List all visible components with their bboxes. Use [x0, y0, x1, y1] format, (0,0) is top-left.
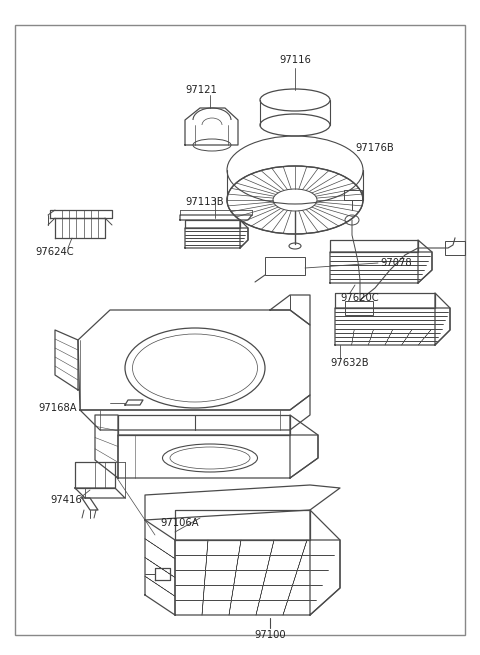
Bar — [345, 301, 373, 315]
Bar — [344, 190, 362, 200]
Text: 97121: 97121 — [185, 85, 217, 95]
Bar — [445, 241, 465, 255]
Text: 97624C: 97624C — [35, 247, 73, 257]
Text: 97106A: 97106A — [160, 518, 199, 528]
Text: 97176B: 97176B — [355, 143, 394, 153]
Text: 97116: 97116 — [279, 55, 311, 65]
Text: 97620C: 97620C — [340, 293, 379, 303]
Text: 97100: 97100 — [254, 630, 286, 640]
Text: 97632B: 97632B — [330, 358, 369, 368]
Text: 97078: 97078 — [380, 258, 412, 268]
Text: 97113B: 97113B — [185, 197, 224, 207]
Bar — [265, 257, 305, 275]
Text: 97416: 97416 — [50, 495, 82, 505]
Text: 97168A: 97168A — [38, 403, 77, 413]
